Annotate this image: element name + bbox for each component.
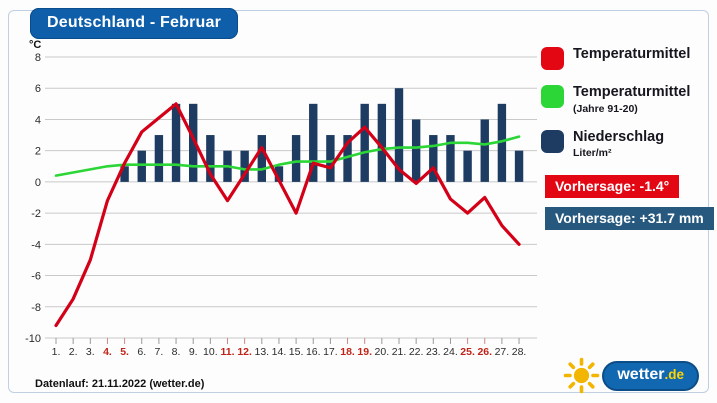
legend-sublabel: (Jahre 91-20)	[573, 102, 638, 115]
svg-text:16.: 16.	[306, 346, 321, 358]
svg-text:3.: 3.	[86, 346, 95, 358]
logo-tld: .de	[664, 366, 684, 382]
svg-text:14.: 14.	[272, 346, 287, 358]
svg-text:20.: 20.	[375, 346, 390, 358]
chart-title: Deutschland - Februar	[47, 14, 222, 31]
svg-text:2: 2	[35, 146, 41, 158]
svg-text:21.: 21.	[392, 346, 407, 358]
forecast-badges: Vorhersage: -1.4° Vorhersage: +31.7 mm	[545, 175, 714, 239]
svg-text:-4: -4	[31, 239, 41, 251]
chart-title-badge: Deutschland - Februar	[30, 8, 239, 39]
svg-text:10.: 10.	[203, 346, 218, 358]
svg-text:-10: -10	[25, 333, 41, 345]
forecast-temperature-badge: Vorhersage: -1.4°	[545, 175, 680, 198]
svg-text:26.: 26.	[477, 346, 492, 358]
chart-area: 8 6 4 2 0 -2 -4 -6 -8 -10 °C 1. 2. 3. 4. 5. 6. 7. 8. 9. 10. 1…	[25, 40, 540, 365]
svg-text:8.: 8.	[172, 346, 181, 358]
svg-text:13.: 13.	[254, 346, 269, 358]
svg-text:1.: 1.	[52, 346, 61, 358]
svg-text:23.: 23.	[426, 346, 441, 358]
legend-sublabel: Liter/m²	[573, 147, 612, 160]
svg-text:9.: 9.	[189, 346, 198, 358]
svg-text:4.: 4.	[103, 346, 112, 358]
legend: Temperaturmittel Temperaturmittel (Jahre…	[541, 46, 713, 173]
svg-text:19.: 19.	[357, 346, 372, 358]
svg-text:18.: 18.	[340, 346, 355, 358]
legend-item-temperature-climate: Temperaturmittel (Jahre 91-20)	[541, 84, 713, 115]
sun-icon	[564, 357, 600, 394]
svg-text:24.: 24.	[443, 346, 458, 358]
logo-name: wetter	[617, 365, 665, 383]
svg-text:-6: -6	[31, 271, 41, 283]
svg-text:28.: 28.	[512, 346, 527, 358]
datenlauf-text: Datenlauf: 21.11.2022 (wetter.de)	[35, 378, 205, 390]
svg-text:0: 0	[35, 177, 41, 189]
svg-text:6: 6	[35, 83, 41, 95]
legend-item-precipitation: Niederschlag Liter/m²	[541, 128, 713, 160]
temperature-mean-swatch-icon	[541, 47, 564, 70]
svg-text:7.: 7.	[155, 346, 164, 358]
wetter-de-wordmark: wetter.de	[602, 360, 699, 391]
precipitation-swatch-icon	[541, 129, 564, 153]
legend-label: Temperaturmittel	[573, 46, 691, 62]
legend-label: Niederschlag	[573, 128, 665, 145]
svg-text:5.: 5.	[120, 346, 129, 358]
svg-text:8: 8	[35, 52, 41, 64]
svg-text:-8: -8	[31, 302, 41, 314]
svg-text:12.: 12.	[237, 346, 252, 358]
svg-text:6.: 6.	[137, 346, 146, 358]
svg-text:15.: 15.	[289, 346, 304, 358]
legend-item-temperature-mean: Temperaturmittel	[541, 46, 713, 70]
svg-text:°C: °C	[29, 40, 41, 51]
svg-text:2.: 2.	[69, 346, 78, 358]
legend-label: Temperaturmittel	[573, 84, 691, 100]
temperature-climate-swatch-icon	[541, 85, 564, 108]
svg-text:27.: 27.	[495, 346, 510, 358]
wetter-de-logo: wetter.de	[563, 357, 699, 394]
svg-text:-2: -2	[31, 208, 41, 220]
svg-text:22.: 22.	[409, 346, 424, 358]
svg-text:4: 4	[35, 114, 41, 126]
forecast-precipitation-badge: Vorhersage: +31.7 mm	[545, 207, 714, 230]
svg-text:17.: 17.	[323, 346, 338, 358]
svg-text:25.: 25.	[460, 346, 475, 358]
svg-text:11.: 11.	[220, 346, 234, 358]
